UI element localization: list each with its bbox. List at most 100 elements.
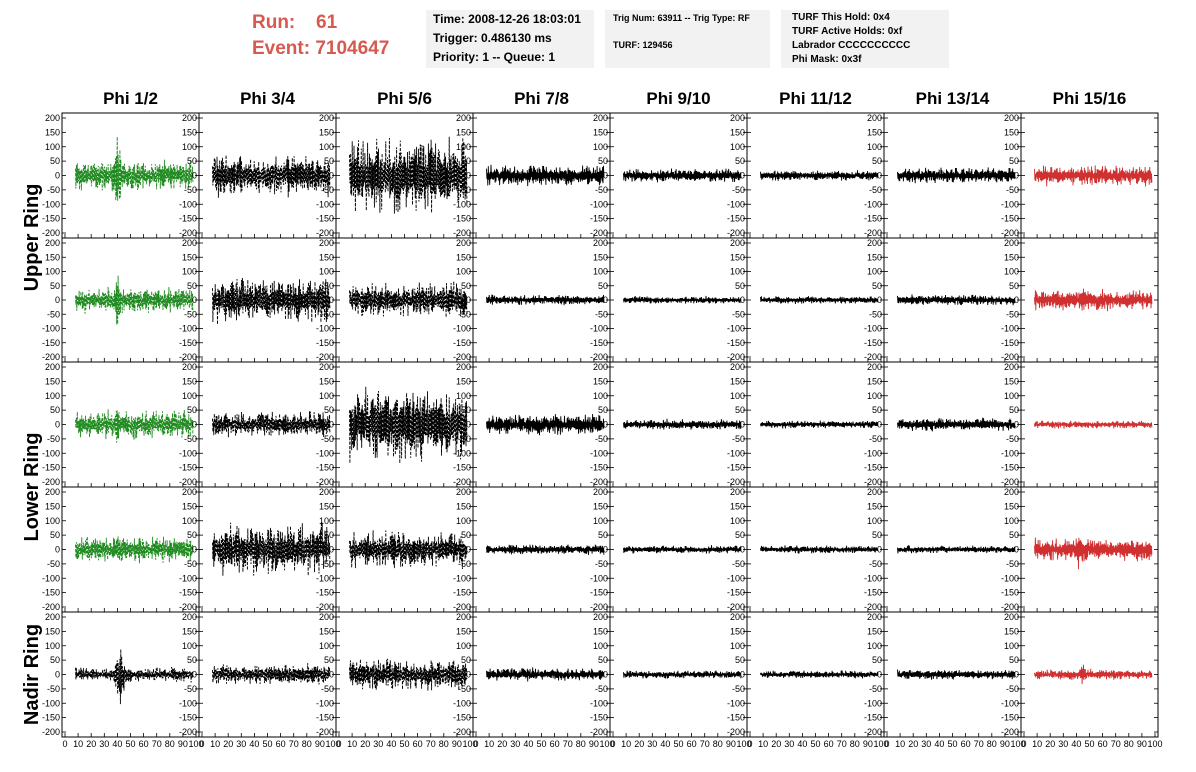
y-tick-label: -150 <box>453 713 471 723</box>
y-tick-label: 200 <box>456 612 471 622</box>
x-tick-label: 80 <box>165 739 175 749</box>
waveform-line <box>760 670 879 679</box>
y-tick-label: -200 <box>727 352 745 362</box>
y-tick-label: 150 <box>45 501 60 511</box>
y-tick-label: -50 <box>869 434 882 444</box>
y-tick-label: -150 <box>42 588 60 598</box>
y-tick-label: 200 <box>456 113 471 123</box>
y-tick-label: 100 <box>1004 142 1019 152</box>
y-tick-label: 200 <box>45 612 60 622</box>
y-tick-label: 100 <box>45 142 60 152</box>
y-tick-label: 0 <box>1014 420 1019 430</box>
y-tick-label: -50 <box>184 434 197 444</box>
column-title-6: Phi 11/12 <box>779 89 852 108</box>
y-tick-label: 50 <box>872 405 882 415</box>
y-tick-label: -100 <box>453 324 471 334</box>
y-tick-label: -200 <box>453 352 471 362</box>
y-tick-label: -100 <box>179 199 197 209</box>
y-tick-label: -50 <box>1006 434 1019 444</box>
y-tick-label: 0 <box>877 670 882 680</box>
panel-r3-c5: 200 150 100 50 0 -50 -100 -150 -200 <box>590 361 748 488</box>
panel-r2-c7: 200 150 100 50 0 -50 -100 -150 -200 <box>864 237 1022 363</box>
y-tick-label: 50 <box>324 405 334 415</box>
y-tick-label: 150 <box>1004 127 1019 137</box>
waveform-line <box>486 667 605 682</box>
y-tick-label: -150 <box>179 214 197 224</box>
y-tick-label: 150 <box>1004 626 1019 636</box>
y-tick-label: -200 <box>590 727 608 737</box>
x-tick-label: 30 <box>510 739 520 749</box>
y-tick-label: 50 <box>461 530 471 540</box>
x-tick-label: 30 <box>921 739 931 749</box>
panel-r4-c8: 200 150 100 50 0 -50 -100 -150 -200 <box>1001 486 1159 613</box>
waveform-line <box>75 649 194 705</box>
y-tick-label: 50 <box>735 530 745 540</box>
y-tick-label: 100 <box>1004 516 1019 526</box>
y-tick-label: 0 <box>603 670 608 680</box>
y-tick-label: -200 <box>1001 228 1019 238</box>
y-tick-label: 100 <box>1004 267 1019 277</box>
y-tick-label: 0 <box>740 295 745 305</box>
x-tick-label: 100 <box>873 739 888 749</box>
waveform-line <box>897 167 1016 184</box>
y-tick-label: -150 <box>316 588 334 598</box>
y-tick-label: 200 <box>319 238 334 248</box>
x-tick-label: 100 <box>462 739 477 749</box>
y-tick-label: -50 <box>184 684 197 694</box>
y-tick-label: -100 <box>179 573 197 583</box>
y-tick-label: -50 <box>184 559 197 569</box>
y-tick-label: 200 <box>45 238 60 248</box>
y-tick-label: 150 <box>730 626 745 636</box>
y-tick-label: -200 <box>727 228 745 238</box>
y-tick-label: 200 <box>319 487 334 497</box>
y-tick-label: -50 <box>47 434 60 444</box>
y-tick-label: -50 <box>869 185 882 195</box>
y-tick-label: -50 <box>595 309 608 319</box>
y-tick-label: 200 <box>182 612 197 622</box>
y-tick-label: 0 <box>1014 670 1019 680</box>
y-tick-label: -150 <box>1001 713 1019 723</box>
turf-text: TURF: 129456 <box>613 40 673 50</box>
y-tick-label: 150 <box>319 127 334 137</box>
y-tick-label: -50 <box>595 559 608 569</box>
x-tick-label: 80 <box>987 739 997 749</box>
x-tick-label: 100 <box>1147 739 1162 749</box>
y-tick-label: -100 <box>453 199 471 209</box>
waveform-line <box>75 275 194 325</box>
waveform-line <box>623 545 742 554</box>
y-tick-label: 100 <box>730 142 745 152</box>
x-tick-label: 20 <box>497 739 507 749</box>
y-tick-label: 50 <box>735 655 745 665</box>
y-tick-label: 100 <box>319 142 334 152</box>
y-tick-label: 100 <box>182 516 197 526</box>
y-tick-label: 200 <box>730 612 745 622</box>
x-tick-label: 70 <box>289 739 299 749</box>
panel-r2-c3: 200 150 100 50 0 -50 -100 -150 -200 <box>316 237 474 363</box>
y-tick-label: 100 <box>182 142 197 152</box>
y-tick-label: -150 <box>590 338 608 348</box>
y-tick-label: 0 <box>466 171 471 181</box>
y-tick-label: 0 <box>877 420 882 430</box>
y-tick-label: 0 <box>1014 295 1019 305</box>
y-tick-label: 50 <box>461 156 471 166</box>
panel-r2-c1: 200 150 100 50 0 -50 -100 -150 -200 <box>42 237 200 363</box>
y-tick-label: 200 <box>1004 362 1019 372</box>
y-tick-label: 0 <box>329 420 334 430</box>
panel-r2-c6: 200 150 100 50 0 -50 -100 -150 -200 <box>727 237 885 363</box>
x-tick-label: 80 <box>302 739 312 749</box>
y-tick-label: 0 <box>740 670 745 680</box>
y-tick-label: -100 <box>864 573 882 583</box>
panel-r1-c2: 200 150 100 50 0 -50 -100 -150 -200 <box>179 112 337 239</box>
y-tick-label: 150 <box>593 626 608 636</box>
y-tick-label: -100 <box>316 698 334 708</box>
y-tick-label: -200 <box>453 727 471 737</box>
y-tick-label: -150 <box>864 588 882 598</box>
y-tick-label: 100 <box>319 641 334 651</box>
y-tick-label: -200 <box>42 602 60 612</box>
x-tick-label: 100 <box>325 739 340 749</box>
y-tick-label: 100 <box>593 391 608 401</box>
waveform-line <box>486 294 605 306</box>
y-tick-label: -100 <box>42 573 60 583</box>
